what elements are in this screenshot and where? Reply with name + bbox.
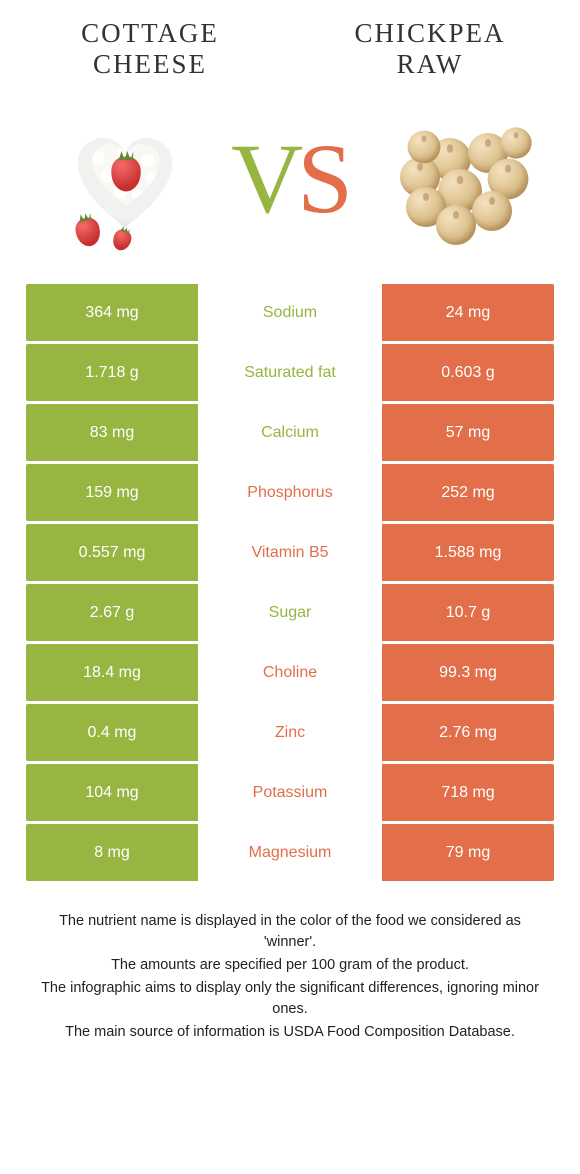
table-row: 364 mgSodium24 mg	[26, 284, 554, 341]
nutrient-name: Sugar	[198, 584, 382, 641]
table-row: 104 mgPotassium718 mg	[26, 764, 554, 821]
left-value: 0.4 mg	[26, 704, 198, 761]
table-row: 1.718 gSaturated fat0.603 g	[26, 344, 554, 401]
nutrient-name: Magnesium	[198, 824, 382, 881]
titles-row: COTTAGE CHEESE CHICKPEA RAW	[0, 0, 580, 88]
hero-row: V S	[0, 88, 580, 280]
vs-label: V S	[231, 129, 349, 229]
strawberry-icon	[110, 227, 133, 252]
right-value: 99.3 mg	[382, 644, 554, 701]
right-value: 2.76 mg	[382, 704, 554, 761]
right-value: 1.588 mg	[382, 524, 554, 581]
cottage-cheese-image	[40, 94, 210, 264]
nutrient-name: Potassium	[198, 764, 382, 821]
nutrient-name: Choline	[198, 644, 382, 701]
left-value: 104 mg	[26, 764, 198, 821]
right-value: 718 mg	[382, 764, 554, 821]
vs-s: S	[297, 129, 349, 229]
nutrient-name: Zinc	[198, 704, 382, 761]
right-value: 57 mg	[382, 404, 554, 461]
left-value: 2.67 g	[26, 584, 198, 641]
vs-v: V	[231, 129, 299, 229]
nutrient-name: Calcium	[198, 404, 382, 461]
table-row: 2.67 gSugar10.7 g	[26, 584, 554, 641]
footer-notes: The nutrient name is displayed in the co…	[40, 911, 540, 1043]
chickpea-icon	[472, 191, 512, 231]
chickpea-image	[370, 94, 540, 264]
food-left-title: COTTAGE CHEESE	[50, 18, 250, 80]
table-row: 18.4 mgCholine99.3 mg	[26, 644, 554, 701]
table-row: 159 mgPhosphorus252 mg	[26, 464, 554, 521]
left-value: 159 mg	[26, 464, 198, 521]
footnote: The main source of information is USDA F…	[40, 1022, 540, 1043]
nutrient-name: Vitamin B5	[198, 524, 382, 581]
left-value: 83 mg	[26, 404, 198, 461]
left-value: 18.4 mg	[26, 644, 198, 701]
chickpea-icon	[500, 127, 531, 158]
right-value: 79 mg	[382, 824, 554, 881]
right-value: 24 mg	[382, 284, 554, 341]
table-row: 0.557 mgVitamin B51.588 mg	[26, 524, 554, 581]
footnote: The amounts are specified per 100 gram o…	[40, 955, 540, 976]
right-value: 252 mg	[382, 464, 554, 521]
footnote: The infographic aims to display only the…	[40, 978, 540, 1020]
left-value: 364 mg	[26, 284, 198, 341]
chickpea-icon	[436, 205, 476, 245]
table-row: 8 mgMagnesium79 mg	[26, 824, 554, 881]
right-value: 0.603 g	[382, 344, 554, 401]
left-value: 1.718 g	[26, 344, 198, 401]
right-value: 10.7 g	[382, 584, 554, 641]
nutrient-name: Sodium	[198, 284, 382, 341]
food-right-title: CHICKPEA RAW	[330, 18, 530, 80]
table-row: 83 mgCalcium57 mg	[26, 404, 554, 461]
table-row: 0.4 mgZinc2.76 mg	[26, 704, 554, 761]
footnote: The nutrient name is displayed in the co…	[40, 911, 540, 953]
nutrient-name: Phosphorus	[198, 464, 382, 521]
nutrient-name: Saturated fat	[198, 344, 382, 401]
chickpea-icon	[408, 131, 441, 164]
left-value: 0.557 mg	[26, 524, 198, 581]
left-value: 8 mg	[26, 824, 198, 881]
comparison-table: 364 mgSodium24 mg1.718 gSaturated fat0.6…	[26, 284, 554, 881]
